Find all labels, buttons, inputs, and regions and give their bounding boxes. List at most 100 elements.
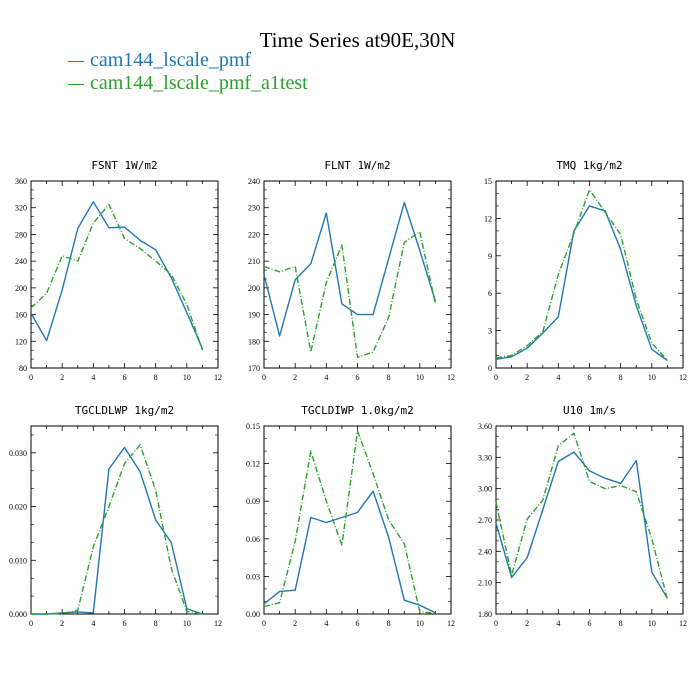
chart-panel-6: U10 1m/s 0 2 4 6 8 10 12 1.80 2.10 2.40 2.70 3.00 3.3…: [478, 404, 687, 628]
x-tick-label: 0: [494, 373, 498, 382]
y-tick-label: 6: [488, 289, 492, 298]
x-tick-label: 12: [679, 619, 687, 628]
legend-label-series-1: cam144_lscale_pmf: [90, 49, 252, 71]
x-tick-label: 8: [619, 619, 623, 628]
chart-panel-2: FLNT 1W/m2 0 2 4 6 8 10 12 170 180 190 200 210 220 230…: [248, 159, 455, 382]
x-tick-label: 8: [154, 619, 158, 628]
y-tick-label: 200: [248, 284, 260, 293]
y-tick-label: 15: [484, 177, 492, 186]
chart-title: TMQ 1kg/m2: [556, 159, 622, 172]
series-line-2: [495, 188, 668, 361]
y-tick-label: 180: [248, 337, 260, 346]
x-tick-label: 4: [324, 373, 328, 382]
x-tick-label: 12: [679, 373, 687, 382]
series-line-1: [495, 451, 669, 599]
x-tick-label: 12: [447, 373, 455, 382]
series-line-1: [263, 490, 436, 614]
y-tick-label: 320: [15, 204, 27, 213]
y-tick-label: 0.03: [246, 572, 260, 581]
y-tick-label: 0.15: [246, 422, 260, 431]
x-tick-label: 10: [416, 619, 424, 628]
y-tick-label: 220: [248, 230, 260, 239]
y-tick-label: 120: [15, 337, 27, 346]
x-tick-label: 4: [91, 619, 95, 628]
y-tick-label: 12: [484, 214, 492, 223]
series-line-2: [31, 444, 203, 615]
x-tick-label: 4: [324, 619, 328, 628]
y-tick-label: 0.000: [9, 610, 27, 619]
y-tick-label: 0.020: [9, 503, 27, 512]
x-tick-label: 4: [91, 373, 95, 382]
legend-swatch-series-2: [68, 83, 84, 85]
y-tick-label: 0.030: [9, 449, 27, 458]
page-title: Time Series at90E,30N: [259, 28, 456, 52]
x-tick-label: 0: [29, 619, 33, 628]
chart-panel-5: TGCLDIWP 1.0kg/m2 0 2 4 6 8 10 12 0.00 0.03 0.06 0.…: [246, 404, 455, 628]
x-tick-label: 2: [60, 373, 64, 382]
legend-swatch-series-1: [68, 60, 84, 62]
series-line-2: [263, 430, 436, 615]
y-tick-label: 3.60: [478, 422, 492, 431]
y-tick-label: 0.06: [246, 535, 260, 544]
x-tick-label: 2: [525, 373, 529, 382]
y-tick-label: 80: [19, 364, 27, 373]
x-tick-label: 2: [60, 619, 64, 628]
x-tick-label: 12: [447, 619, 455, 628]
x-tick-label: 2: [293, 373, 297, 382]
x-tick-label: 10: [183, 373, 191, 382]
x-tick-label: 6: [356, 619, 360, 628]
y-tick-label: 3: [488, 327, 492, 336]
y-tick-label: 0.12: [246, 460, 260, 469]
x-tick-label: 6: [123, 373, 127, 382]
x-tick-label: 6: [356, 373, 360, 382]
legend-item-series-2: cam144_lscale_pmf_a1test: [68, 72, 308, 95]
y-tick-label: 2.70: [478, 516, 492, 525]
x-tick-label: 0: [262, 373, 266, 382]
x-tick-label: 4: [556, 619, 560, 628]
x-tick-label: 8: [619, 373, 623, 382]
series-line-1: [263, 201, 437, 337]
chart-title: U10 1m/s: [563, 404, 616, 417]
x-tick-label: 2: [525, 619, 529, 628]
chart-panel-1: FSNT 1W/m2 0 2 4 6 8 10 12 80 120 160 200 240 280 320 3…: [15, 159, 222, 382]
plot-frame: [263, 180, 452, 369]
y-tick-label: 3.00: [478, 485, 492, 494]
chart-panel-3: TMQ 1kg/m2 0 2 4 6 8 10 12 0 3 6 9 12 15: [484, 159, 687, 382]
y-tick-label: 230: [248, 204, 260, 213]
series-line-1: [495, 205, 668, 362]
series-line-1: [30, 200, 204, 349]
y-tick-label: 280: [15, 230, 27, 239]
x-tick-label: 2: [293, 619, 297, 628]
x-tick-label: 12: [214, 373, 222, 382]
chart-title: TGCLDLWP 1kg/m2: [75, 404, 174, 417]
legend-item-series-1: cam144_lscale_pmf: [68, 49, 251, 72]
x-tick-label: 0: [262, 619, 266, 628]
plot-frame: [30, 180, 219, 369]
plot-frame: [495, 425, 684, 615]
y-tick-label: 3.30: [478, 453, 492, 462]
y-tick-label: 190: [248, 311, 260, 320]
chart-title: FSNT 1W/m2: [91, 159, 157, 172]
y-tick-label: 2.40: [478, 547, 492, 556]
series-line-1: [31, 446, 203, 615]
y-tick-label: 200: [15, 284, 27, 293]
x-tick-label: 8: [387, 619, 391, 628]
y-tick-label: 240: [248, 177, 260, 186]
x-tick-label: 0: [29, 373, 33, 382]
legend-label-series-2: cam144_lscale_pmf_a1test: [90, 72, 308, 94]
x-tick-label: 4: [556, 373, 560, 382]
chart-title: FLNT 1W/m2: [324, 159, 390, 172]
y-tick-label: 170: [248, 364, 260, 373]
y-tick-label: 0.010: [9, 556, 27, 565]
series-line-2: [495, 432, 669, 600]
chart-title: TGCLDIWP 1.0kg/m2: [301, 404, 414, 417]
x-tick-label: 10: [416, 373, 424, 382]
y-tick-label: 160: [15, 311, 27, 320]
x-tick-label: 8: [154, 373, 158, 382]
y-tick-label: 0.09: [246, 497, 260, 506]
y-tick-label: 360: [15, 177, 27, 186]
series-line-2: [30, 203, 204, 351]
plot-frame: [30, 425, 219, 615]
y-tick-label: 9: [488, 252, 492, 261]
